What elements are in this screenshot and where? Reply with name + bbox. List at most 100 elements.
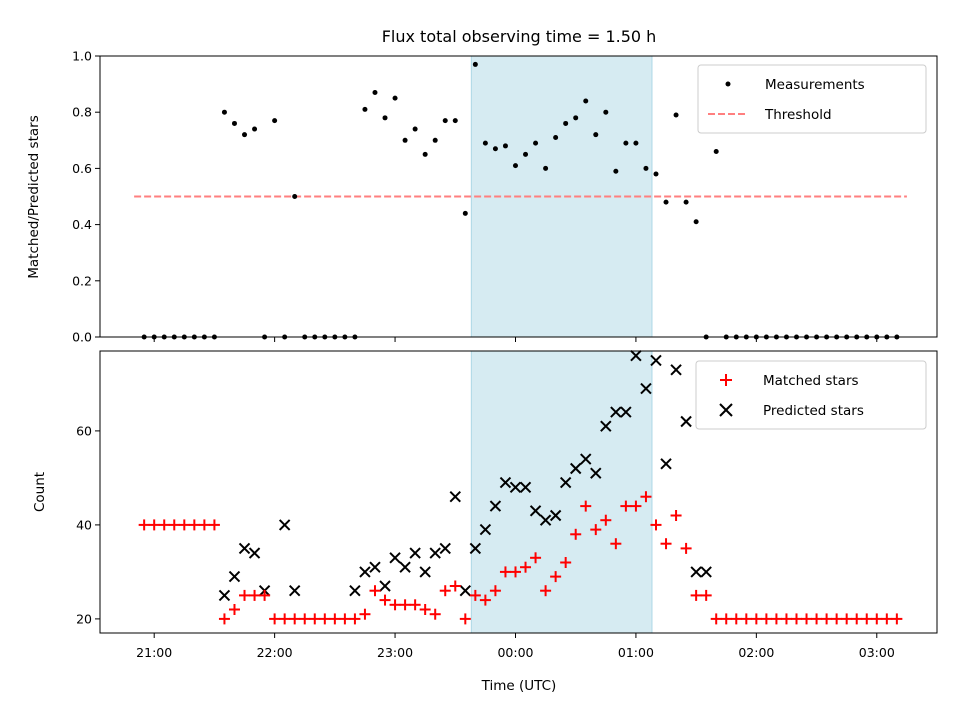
top-observing-window-span	[470, 55, 653, 338]
bottom-legend: Matched stars Predicted stars	[695, 360, 927, 430]
legend-label-threshold: Threshold	[764, 107, 832, 123]
predicted-stars-point	[610, 406, 622, 418]
predicted-stars-point	[409, 547, 421, 559]
matched-stars-point	[138, 519, 150, 531]
measurement-point	[713, 149, 719, 155]
predicted-stars-point	[359, 566, 371, 578]
matched-stars-point	[339, 613, 351, 625]
matched-stars-point	[249, 589, 261, 601]
matched-stars-point	[550, 571, 562, 583]
measurement-point	[402, 137, 408, 143]
measurement-point	[462, 210, 468, 216]
legend-label-measurements: Measurements	[765, 77, 865, 93]
matched-stars-point	[821, 613, 833, 625]
matched-stars-point	[499, 566, 511, 578]
matched-stars-point	[459, 613, 471, 625]
y-tick-label: 0.0	[72, 330, 92, 345]
predicted-stars-point	[449, 490, 461, 503]
y-tick-label: 40	[76, 517, 92, 532]
predicted-stars-point	[218, 589, 231, 602]
matched-stars-point	[660, 538, 672, 550]
predicted-stars-point	[228, 570, 241, 583]
measurement-point	[583, 98, 589, 104]
measurement-point	[613, 168, 619, 174]
measurement-point	[362, 106, 368, 112]
matched-stars-point	[319, 613, 331, 625]
bottom-axes-frame	[99, 350, 938, 634]
measurement-point	[372, 90, 378, 96]
top-panel: 0.0 0.2 0.4 0.6 0.8 1.0 Matched/Predicted sta…	[26, 49, 938, 345]
predicted-stars-point	[569, 462, 582, 475]
measurement-point	[563, 120, 569, 126]
measurement-point	[593, 132, 599, 138]
x-tick-label: 02:00	[738, 645, 774, 660]
predicted-stars-point	[238, 542, 251, 555]
measurement-point	[392, 95, 398, 101]
top-legend: Measurements Threshold	[697, 64, 927, 134]
matched-stars-point	[861, 613, 873, 625]
predicted-stars-point	[278, 519, 291, 531]
measurement-point	[683, 199, 689, 205]
y-tick-label: 1.0	[72, 49, 92, 64]
measurement-point	[523, 151, 529, 157]
matched-stars-point	[329, 613, 341, 625]
matched-stars-point	[560, 557, 572, 568]
chart-title: Flux total observing time = 1.50 h	[382, 27, 657, 46]
predicted-stars-point	[419, 566, 431, 578]
matched-stars-point	[610, 538, 622, 550]
matched-stars-point	[208, 519, 220, 531]
matched-stars-point	[851, 613, 863, 625]
matched-stars-point	[299, 613, 311, 625]
matched-stars-point	[349, 613, 361, 625]
matched-stars-point	[530, 552, 542, 564]
predicted-stars-point	[379, 580, 391, 592]
matched-stars-point	[690, 589, 702, 601]
matched-stars-point	[570, 528, 582, 540]
matched-stars-series	[138, 491, 903, 625]
measurement-point	[543, 165, 549, 171]
matched-stars-point	[730, 613, 742, 625]
measurement-point	[482, 140, 488, 146]
x-tick-label: 22:00	[257, 645, 293, 660]
matched-stars-point	[790, 613, 802, 625]
matched-stars-point	[770, 613, 782, 625]
matched-stars-point	[630, 500, 642, 512]
matched-stars-point	[740, 613, 752, 625]
bottom-y-axis-label: Count	[32, 472, 48, 512]
matched-stars-point	[409, 599, 421, 611]
measurement-point	[573, 115, 579, 121]
y-tick-label: 60	[76, 423, 92, 438]
predicted-stars-point	[529, 505, 542, 517]
bottom-legend-box	[695, 360, 927, 430]
matched-stars-point	[670, 510, 682, 521]
matched-stars-point	[620, 500, 632, 512]
predicted-stars-point	[439, 542, 451, 555]
x-tick-label: 21:00	[136, 645, 172, 660]
matched-stars-point	[831, 613, 843, 625]
predicted-stars-point	[690, 566, 702, 578]
bottom-panel: 20 40 60 21:00 22:00 23:00 00:00 01:00 02:00 03:…	[32, 349, 938, 694]
matched-stars-point	[218, 613, 230, 625]
matched-stars-point	[369, 585, 381, 597]
measurement-point	[412, 126, 418, 132]
matched-stars-point	[700, 589, 712, 601]
matched-stars-point	[871, 613, 883, 625]
matched-stars-point	[399, 599, 411, 611]
predicted-stars-point	[349, 584, 361, 597]
x-tick-label: 01:00	[618, 645, 654, 660]
predicted-stars-point	[369, 561, 381, 573]
predicted-stars-point	[670, 364, 682, 376]
predicted-stars-point	[429, 547, 441, 559]
top-y-axis-label: Matched/Predicted stars	[26, 115, 42, 278]
legend-label-predicted-stars: Predicted stars	[763, 403, 864, 419]
predicted-stars-point	[288, 584, 301, 597]
measurement-point	[512, 163, 518, 169]
measurement-point	[472, 61, 478, 67]
predicted-stars-point	[650, 354, 662, 367]
matched-stars-point	[540, 585, 552, 597]
measurement-point	[382, 115, 388, 121]
y-tick-label: 0.8	[72, 105, 92, 120]
matched-stars-point	[389, 599, 401, 611]
top-x-axis-ticks	[153, 337, 878, 342]
